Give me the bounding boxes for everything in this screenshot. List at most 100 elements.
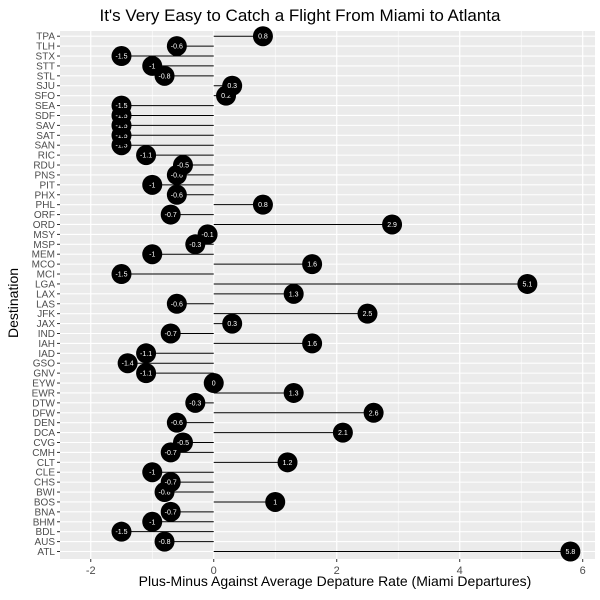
category-label: SEA bbox=[35, 101, 55, 112]
lollipop-point bbox=[160, 323, 181, 344]
category-label: TLH bbox=[36, 42, 55, 53]
category-label: TPA bbox=[36, 32, 55, 43]
lollipop-point bbox=[197, 224, 218, 245]
lollipop-point bbox=[560, 541, 581, 562]
point-value-label: -0.7 bbox=[165, 480, 177, 487]
category-label: LAS bbox=[36, 299, 55, 310]
category-label: IND bbox=[38, 329, 55, 340]
lollipop-point bbox=[111, 521, 132, 542]
x-axis-label: Plus-Minus Against Average Depature Rate… bbox=[138, 573, 532, 589]
category-label: LGA bbox=[35, 279, 55, 290]
point-value-label: 0 bbox=[212, 381, 216, 388]
category-label: RIC bbox=[38, 151, 55, 162]
point-value-label: -1.5 bbox=[115, 123, 127, 130]
lollipop-point bbox=[222, 313, 243, 334]
category-label: SAT bbox=[36, 131, 55, 142]
lollipop-point bbox=[166, 293, 187, 314]
point-value-label: 0.8 bbox=[258, 202, 268, 209]
lollipop-point bbox=[111, 46, 132, 67]
lollipop-point bbox=[302, 333, 323, 354]
point-value-label: -1.5 bbox=[115, 133, 127, 140]
point-value-label: -1.1 bbox=[140, 351, 152, 358]
lollipop-point bbox=[172, 155, 193, 176]
point-value-label: -0.6 bbox=[171, 420, 183, 427]
point-value-label: -0.7 bbox=[165, 212, 177, 219]
x-tick-label: 0 bbox=[211, 565, 217, 577]
point-value-label: -0.6 bbox=[171, 192, 183, 199]
lollipop-point bbox=[160, 472, 181, 493]
lollipop-point bbox=[142, 462, 163, 483]
category-label: MEM bbox=[32, 250, 55, 261]
point-value-label: -1.5 bbox=[115, 529, 127, 536]
point-value-label: 0.3 bbox=[227, 83, 237, 90]
point-value-label: -1.1 bbox=[140, 371, 152, 378]
lollipop-point bbox=[111, 95, 132, 116]
lollipop-point bbox=[222, 75, 243, 96]
category-label: BHM bbox=[33, 517, 55, 528]
lollipop-point bbox=[111, 264, 132, 285]
category-label: MSP bbox=[33, 240, 55, 251]
point-value-label: 2.1 bbox=[338, 430, 348, 437]
point-value-label: 1.3 bbox=[289, 291, 299, 298]
lollipop-point bbox=[517, 273, 538, 294]
category-label: MCI bbox=[37, 270, 55, 281]
point-value-label: -0.1 bbox=[202, 232, 214, 239]
lollipop-point bbox=[382, 214, 403, 235]
category-label: AUS bbox=[34, 537, 55, 548]
lollipop-point bbox=[136, 145, 157, 166]
point-value-label: -1 bbox=[149, 63, 155, 70]
category-label: CVG bbox=[33, 438, 55, 449]
lollipop-point bbox=[142, 174, 163, 195]
category-label: RDU bbox=[33, 161, 55, 172]
point-value-label: 1.2 bbox=[283, 460, 293, 467]
lollipop-point bbox=[142, 55, 163, 76]
category-label: EWR bbox=[32, 388, 55, 399]
category-label: DCA bbox=[34, 428, 55, 439]
category-label: STL bbox=[37, 71, 56, 82]
category-label: DTW bbox=[32, 398, 55, 409]
point-value-label: -0.6 bbox=[171, 172, 183, 179]
category-label: GNV bbox=[33, 369, 55, 380]
lollipop-point bbox=[283, 283, 304, 304]
category-label: IAH bbox=[38, 339, 55, 350]
point-value-label: -1.5 bbox=[115, 103, 127, 110]
category-label: MSY bbox=[33, 230, 55, 241]
category-label: MCO bbox=[32, 260, 56, 271]
lollipop-point bbox=[252, 26, 273, 47]
plot-panel bbox=[60, 31, 595, 559]
point-value-label: -0.8 bbox=[159, 490, 171, 497]
point-value-label: 2.9 bbox=[387, 222, 397, 229]
point-value-label: -0.8 bbox=[159, 73, 171, 80]
point-value-label: 2.5 bbox=[363, 311, 373, 318]
lollipop-point bbox=[185, 392, 206, 413]
lollipop-point bbox=[357, 303, 378, 324]
category-label: BNA bbox=[34, 507, 55, 518]
point-value-label: -1.5 bbox=[115, 272, 127, 279]
category-label: EYW bbox=[32, 379, 55, 390]
category-label: BDL bbox=[36, 527, 56, 538]
category-label: PHX bbox=[34, 190, 55, 201]
lollipop-point bbox=[252, 194, 273, 215]
point-value-label: -0.8 bbox=[159, 539, 171, 546]
x-tick-label: 2 bbox=[334, 565, 340, 577]
lollipop-point bbox=[363, 402, 384, 423]
category-label: SFO bbox=[34, 91, 55, 102]
lollipop-point bbox=[160, 501, 181, 522]
point-value-label: -0.6 bbox=[171, 44, 183, 51]
lollipop-point bbox=[302, 254, 323, 275]
point-value-label: -1.5 bbox=[115, 54, 127, 61]
point-value-label: 0.8 bbox=[258, 34, 268, 41]
category-label: GSO bbox=[33, 359, 55, 370]
point-value-label: -1.4 bbox=[122, 361, 134, 368]
category-label: LAX bbox=[36, 289, 55, 300]
lollipop-point bbox=[142, 511, 163, 532]
lollipop-point bbox=[117, 353, 138, 374]
point-value-label: -1 bbox=[149, 519, 155, 526]
category-label: STX bbox=[36, 52, 56, 63]
point-value-label: -1.5 bbox=[115, 113, 127, 120]
point-value-label: -0.7 bbox=[165, 509, 177, 516]
lollipop-point bbox=[332, 422, 353, 443]
point-value-label: 0.3 bbox=[227, 321, 237, 328]
category-label: ATL bbox=[37, 547, 55, 558]
point-value-label: -0.7 bbox=[165, 450, 177, 457]
